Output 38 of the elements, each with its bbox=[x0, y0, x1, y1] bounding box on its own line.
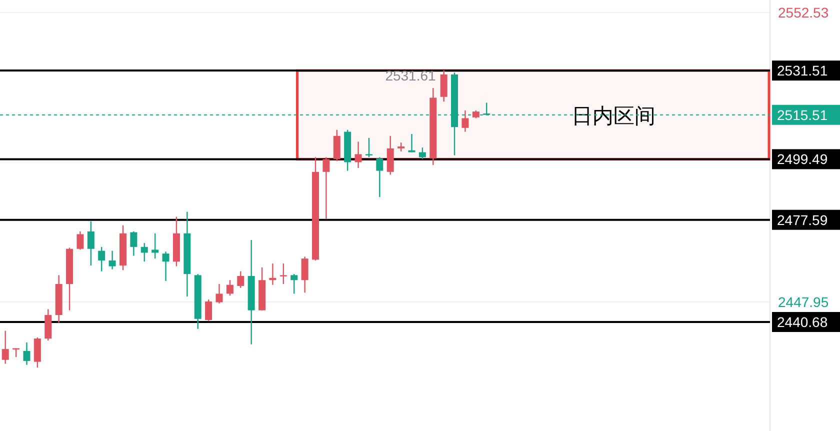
band-label: 日内区间 bbox=[572, 104, 656, 128]
candlestick bbox=[76, 230, 84, 250]
candlestick bbox=[162, 251, 170, 282]
candlestick bbox=[376, 156, 384, 198]
candlestick bbox=[98, 246, 106, 272]
ref-line-label: 2477.59 bbox=[777, 212, 828, 228]
annotation: 2531.61 bbox=[385, 67, 436, 84]
candlestick bbox=[216, 283, 223, 304]
ref-line-label: 2531.51 bbox=[777, 62, 828, 79]
candlestick bbox=[301, 256, 308, 294]
candlestick bbox=[152, 232, 159, 260]
ref-line-label: 2440.68 bbox=[777, 314, 828, 330]
candlestick bbox=[269, 262, 276, 286]
candlestick bbox=[354, 141, 362, 169]
y-tick-label: 2447.95 bbox=[778, 294, 829, 310]
candlestick bbox=[140, 242, 148, 262]
candlestick bbox=[34, 336, 41, 368]
candlestick bbox=[108, 250, 116, 270]
candlestick bbox=[322, 156, 330, 220]
candlestick bbox=[333, 129, 340, 162]
candlestick bbox=[418, 146, 426, 160]
candlestick bbox=[237, 270, 244, 288]
candlestick bbox=[130, 230, 138, 256]
candlestick bbox=[290, 273, 298, 294]
candlestick bbox=[205, 298, 212, 322]
candlestick bbox=[386, 135, 394, 176]
candlestick bbox=[462, 110, 469, 132]
candlestick bbox=[2, 330, 9, 364]
ref-line-label: 2515.51 bbox=[777, 106, 828, 123]
candlestick bbox=[44, 308, 52, 342]
candlestick bbox=[87, 220, 94, 266]
ref-line-label: 2499.49 bbox=[777, 151, 828, 168]
candlestick bbox=[365, 137, 372, 158]
candlestick bbox=[280, 262, 287, 285]
candlestick bbox=[440, 70, 448, 102]
candlestick bbox=[226, 280, 234, 296]
y-tick-label: 2552.53 bbox=[778, 4, 829, 20]
candlestick bbox=[23, 342, 30, 366]
